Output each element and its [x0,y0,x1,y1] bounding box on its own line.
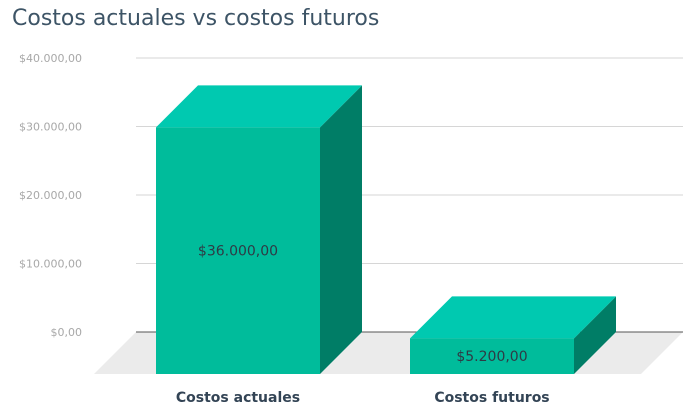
bar [410,296,616,374]
x-category-label: Costos futuros [434,390,549,405]
y-tick-label: $10.000,00 [19,258,82,271]
x-category-label: Costos actuales [176,390,300,405]
data-label: $5.200,00 [456,349,527,365]
bar-side-face [320,85,362,375]
bar-top-face [156,85,362,128]
y-tick-label: $30.000,00 [19,121,82,134]
bar-front-face [156,127,320,375]
y-tick-label: $0,00 [51,326,83,339]
y-tick-label: $40.000,00 [19,52,82,65]
bar-front-face [410,338,574,374]
data-label: $36.000,00 [198,244,278,260]
chart-title: Costos actuales vs costos futuros [12,6,380,31]
y-tick-label: $20.000,00 [19,189,82,202]
bar [156,85,362,375]
bar-top-face [410,296,616,339]
bar-side-face [574,296,616,374]
